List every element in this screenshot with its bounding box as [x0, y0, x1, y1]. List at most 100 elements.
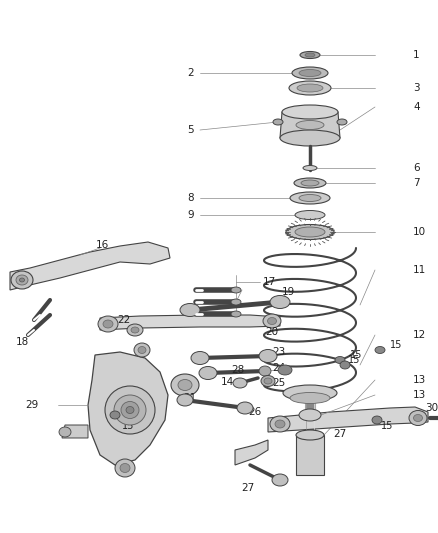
Text: 9: 9 — [187, 210, 194, 220]
Ellipse shape — [278, 365, 292, 375]
Text: 11: 11 — [413, 265, 426, 275]
Ellipse shape — [171, 374, 199, 396]
Text: 8: 8 — [187, 193, 194, 203]
Ellipse shape — [299, 409, 321, 421]
Text: 15: 15 — [348, 355, 360, 365]
Ellipse shape — [115, 459, 135, 477]
Ellipse shape — [290, 392, 330, 403]
Text: 10: 10 — [413, 227, 426, 237]
Text: 28: 28 — [232, 365, 245, 375]
Ellipse shape — [105, 386, 155, 434]
Ellipse shape — [263, 314, 281, 328]
Ellipse shape — [375, 346, 385, 353]
Ellipse shape — [299, 69, 321, 77]
Ellipse shape — [16, 275, 28, 285]
Polygon shape — [280, 112, 340, 138]
Ellipse shape — [199, 367, 217, 379]
Ellipse shape — [297, 84, 323, 92]
Ellipse shape — [191, 351, 209, 365]
Text: 25: 25 — [272, 378, 285, 388]
Text: 23: 23 — [272, 347, 285, 357]
Ellipse shape — [120, 464, 130, 472]
Ellipse shape — [259, 366, 271, 376]
Ellipse shape — [270, 416, 290, 432]
Text: 22: 22 — [117, 315, 130, 325]
Ellipse shape — [292, 67, 328, 79]
Ellipse shape — [300, 52, 320, 59]
Ellipse shape — [261, 376, 275, 386]
Text: 2: 2 — [187, 68, 194, 78]
Ellipse shape — [303, 166, 317, 171]
Text: 1: 1 — [413, 50, 420, 60]
Text: 16: 16 — [96, 240, 109, 250]
Ellipse shape — [286, 224, 334, 239]
Text: 27: 27 — [241, 483, 254, 493]
Ellipse shape — [231, 311, 241, 317]
Ellipse shape — [335, 357, 345, 364]
Ellipse shape — [98, 316, 118, 332]
Ellipse shape — [264, 378, 272, 384]
Text: 15: 15 — [390, 340, 403, 350]
Text: 13: 13 — [413, 375, 426, 385]
Text: 12: 12 — [413, 330, 426, 340]
Ellipse shape — [273, 119, 283, 125]
Ellipse shape — [289, 81, 331, 95]
Text: 14: 14 — [221, 377, 234, 387]
Ellipse shape — [295, 227, 325, 237]
Ellipse shape — [296, 120, 324, 130]
Ellipse shape — [180, 303, 200, 317]
Ellipse shape — [259, 350, 277, 362]
Ellipse shape — [280, 130, 340, 146]
Ellipse shape — [126, 407, 134, 414]
Text: 4: 4 — [413, 102, 420, 112]
Ellipse shape — [268, 318, 276, 325]
Ellipse shape — [237, 402, 253, 414]
Text: 29: 29 — [25, 400, 38, 410]
Ellipse shape — [233, 378, 247, 388]
Ellipse shape — [337, 119, 347, 125]
Ellipse shape — [272, 474, 288, 486]
Ellipse shape — [103, 320, 113, 328]
Polygon shape — [88, 352, 168, 465]
Text: 5: 5 — [187, 125, 194, 135]
Ellipse shape — [413, 415, 423, 422]
Polygon shape — [235, 440, 268, 465]
Text: 13: 13 — [413, 390, 426, 400]
Ellipse shape — [127, 324, 143, 336]
Ellipse shape — [283, 385, 337, 401]
Polygon shape — [268, 407, 428, 432]
Text: 30: 30 — [425, 403, 438, 413]
Ellipse shape — [178, 379, 192, 391]
Text: 15: 15 — [381, 421, 393, 431]
Text: 7: 7 — [413, 178, 420, 188]
Ellipse shape — [20, 278, 25, 282]
Ellipse shape — [110, 411, 120, 419]
Ellipse shape — [59, 427, 71, 437]
Text: 6: 6 — [413, 163, 420, 173]
Text: 26: 26 — [248, 407, 261, 417]
Ellipse shape — [282, 105, 338, 119]
Ellipse shape — [270, 295, 290, 309]
Ellipse shape — [409, 410, 427, 425]
Ellipse shape — [131, 327, 139, 333]
Text: 17: 17 — [263, 277, 276, 287]
Ellipse shape — [134, 343, 150, 357]
Ellipse shape — [11, 271, 33, 289]
Ellipse shape — [290, 192, 330, 204]
Ellipse shape — [299, 195, 321, 201]
Ellipse shape — [231, 299, 241, 305]
Polygon shape — [100, 315, 280, 330]
Ellipse shape — [305, 53, 315, 57]
Text: 27: 27 — [333, 429, 346, 439]
Ellipse shape — [231, 287, 241, 293]
Polygon shape — [62, 425, 88, 438]
Ellipse shape — [121, 401, 139, 418]
Ellipse shape — [301, 180, 319, 186]
Text: 20: 20 — [265, 327, 279, 337]
Bar — [296, 435, 324, 475]
Ellipse shape — [340, 361, 350, 369]
Text: 18: 18 — [15, 337, 28, 347]
Ellipse shape — [275, 420, 285, 428]
Ellipse shape — [372, 416, 382, 424]
Ellipse shape — [295, 211, 325, 220]
